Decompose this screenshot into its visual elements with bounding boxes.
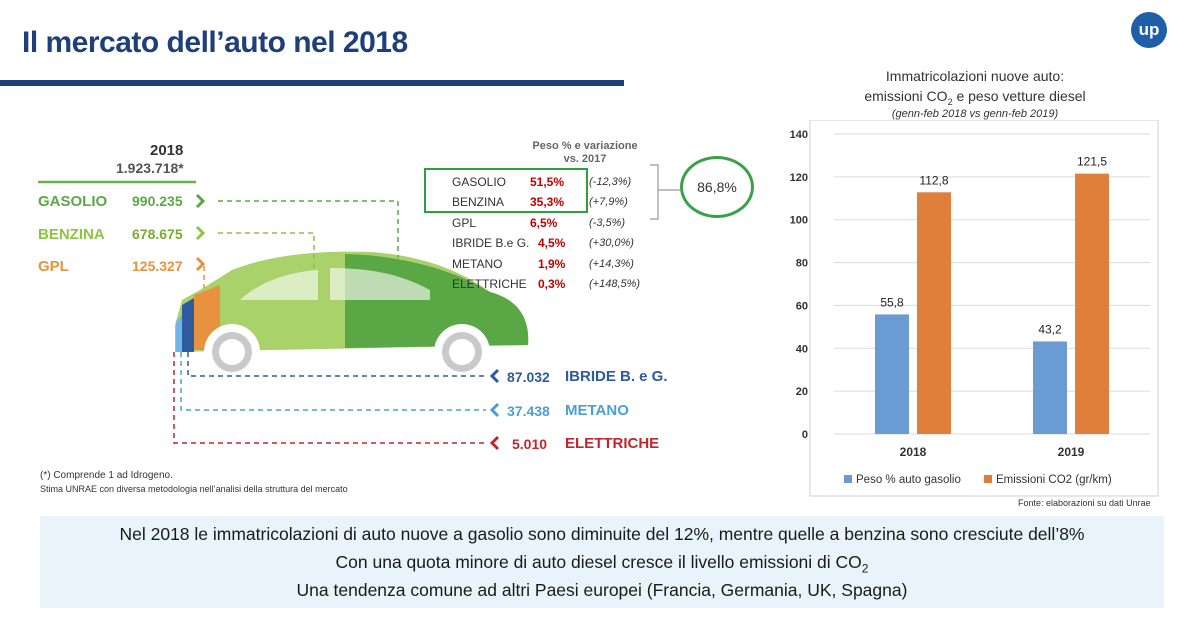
chart-title-line2: emissioni CO2 e peso vetture diesel	[864, 88, 1086, 107]
summary-line-3: Una tendenza comune ad altri Paesi europ…	[296, 580, 908, 600]
legend-label: Peso % auto gasolio	[856, 474, 961, 486]
legend-swatch	[844, 475, 852, 483]
legend-label: Emissioni CO2 (gr/km)	[996, 474, 1112, 486]
fuel-value-ibride: 87.032	[507, 369, 550, 385]
footnote-estimate: Stima UNRAE con diversa metodologia nell…	[40, 484, 348, 494]
summary-line-2: Con una quota minore di auto diesel cres…	[335, 552, 869, 576]
data-label: 55,8	[880, 295, 904, 309]
fuel-value-benzina: 678.675	[132, 226, 183, 242]
share-pct-metano: 1,9%	[538, 257, 566, 271]
share-name-benzina: BENZINA	[452, 195, 505, 209]
bar-chart: 0 20 40 60 80 100 120 140 55,8 112,8 2018 43,2 121,5…	[790, 120, 1159, 497]
fuel-label-gasolio: GASOLIO	[38, 193, 108, 210]
chart-title-line1: Immatricolazioni nuove auto:	[885, 68, 1065, 84]
summary-line-1: Nel 2018 le immatricolazioni di auto nuo…	[119, 524, 1085, 544]
fuel-label-elettriche: ELETTRICHE	[565, 435, 660, 452]
share-pct-benzina: 35,3%	[530, 195, 565, 209]
bar	[1033, 341, 1067, 434]
fuel-label-metano: METANO	[565, 402, 629, 419]
y-tick-label: 100	[790, 215, 808, 227]
data-label: 43,2	[1038, 322, 1062, 336]
year-heading: 2018	[150, 142, 184, 159]
legend-swatch	[984, 475, 992, 483]
car-infographic	[38, 164, 680, 451]
share-name-ibride: IBRIDE B.e G.	[452, 236, 530, 250]
share-pct-gasolio: 51,5%	[530, 175, 565, 189]
chart-frame	[809, 120, 1159, 497]
share-pct-elettriche: 0,3%	[538, 277, 566, 291]
summary-box	[40, 516, 1164, 608]
y-tick-label: 0	[802, 429, 808, 441]
share-pct-ibride: 4,5%	[538, 236, 566, 250]
car-window-front	[240, 270, 318, 300]
share-name-elettriche: ELETTRICHE	[452, 277, 527, 291]
y-tick-label: 140	[790, 129, 808, 141]
car-window-rear	[330, 268, 430, 300]
share-var-benzina: (+7,9%)	[589, 196, 628, 208]
fuel-value-gasolio: 990.235	[132, 193, 183, 209]
fuel-label-ibride: IBRIDE B. e G.	[565, 368, 668, 385]
chart-subtitle: (genn-feb 2018 vs genn-feb 2019)	[891, 108, 1059, 120]
share-pct-gpl: 6,5%	[530, 216, 558, 230]
x-tick-label: 2019	[1058, 445, 1085, 459]
page-title: Il mercato dell’auto nel 2018	[22, 26, 408, 59]
y-tick-label: 80	[796, 258, 808, 270]
share-var-ibride: (+30,0%)	[589, 237, 634, 249]
footnote-hydrogen: (*) Comprende 1 ad Idrogeno.	[40, 470, 173, 481]
y-tick-label: 60	[796, 300, 808, 312]
share-var-gasolio: (-12,3%)	[589, 176, 632, 188]
y-tick-label: 40	[796, 343, 808, 355]
share-name-metano: METANO	[452, 257, 503, 271]
share-var-gpl: (-3,5%)	[589, 217, 626, 229]
y-tick-label: 120	[790, 172, 808, 184]
data-label: 112,8	[919, 173, 948, 187]
fuel-value-elettriche: 5.010	[512, 436, 548, 452]
x-tick-label: 2018	[900, 445, 927, 459]
combined-share-circle: 86,8%	[680, 156, 754, 218]
diesel-petrol-highlight	[424, 168, 588, 213]
fuel-label-benzina: BENZINA	[38, 226, 105, 243]
fuel-value-metano: 37.438	[507, 403, 550, 419]
shares-title: Peso % e variazione vs. 2017	[532, 140, 638, 165]
fuel-value-gpl: 125.327	[132, 258, 183, 274]
share-name-gasolio: GASOLIO	[452, 175, 507, 189]
car-methane-segment	[176, 315, 182, 352]
bar	[875, 314, 909, 434]
share-var-elettriche: (+148,5%)	[589, 278, 641, 290]
car-hybrid-segment	[182, 298, 194, 352]
total-registrations: 1.923.718*	[116, 160, 184, 176]
data-label: 121,5	[1077, 155, 1107, 169]
bar	[1075, 173, 1109, 434]
share-name-gpl: GPL	[452, 216, 477, 230]
fuel-label-gpl: GPL	[38, 258, 69, 275]
bar	[917, 192, 951, 434]
chart-source: Fonte: elaborazioni su dati Unrae	[1018, 498, 1151, 508]
share-var-metano: (+14,3%)	[589, 258, 634, 270]
y-tick-label: 20	[796, 386, 808, 398]
title-underline	[0, 80, 624, 86]
brand-logo: up	[1131, 12, 1167, 48]
